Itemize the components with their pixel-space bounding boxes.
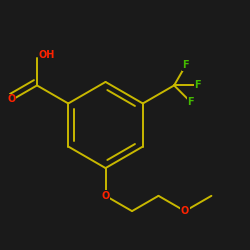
Text: F: F (188, 97, 194, 107)
Text: O: O (181, 206, 189, 216)
Text: O: O (8, 94, 16, 104)
Text: F: F (182, 60, 189, 70)
Text: OH: OH (38, 50, 55, 60)
Text: F: F (194, 80, 201, 90)
Text: O: O (102, 191, 110, 201)
